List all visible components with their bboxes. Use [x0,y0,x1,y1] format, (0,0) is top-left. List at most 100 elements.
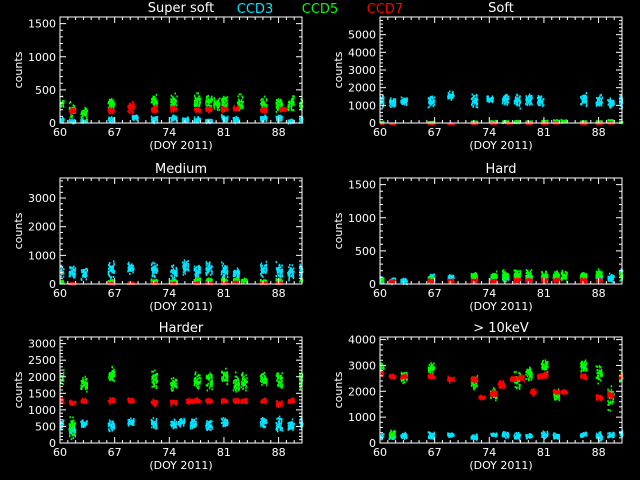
data-point-ccd3 [187,119,189,122]
data-point-ccd3 [599,96,601,99]
data-point-ccd3 [505,97,507,100]
data-point-ccd5 [266,106,268,109]
data-point-ccd5 [170,104,172,106]
data-point-ccd3 [265,272,267,275]
data-point-ccd3 [234,121,236,124]
data-point-ccd3 [390,106,392,108]
data-point-ccd5 [287,104,290,107]
data-point-ccd3 [471,93,473,96]
data-point-ccd5 [85,108,87,111]
data-point-ccd3 [207,119,209,122]
data-point-ccd7 [284,110,287,112]
data-point-ccd5 [221,101,223,104]
data-point-ccd3 [530,102,532,105]
data-point-ccd3 [391,103,393,106]
data-point-ccd3 [537,95,540,97]
data-point-ccd5 [261,104,263,107]
data-point-ccd3 [207,265,209,268]
data-point-ccd3 [263,117,266,120]
data-point-ccd3 [382,102,385,105]
data-point-ccd3 [111,118,114,120]
data-point-ccd7 [433,122,436,125]
data-point-ccd7 [198,110,200,113]
data-point-ccd5 [205,95,208,98]
data-point-ccd3 [154,269,156,272]
data-point-ccd3 [501,102,504,105]
data-point-ccd3 [195,120,198,123]
data-point-ccd3 [109,119,112,122]
data-point-ccd3 [611,102,613,105]
data-point-ccd5 [110,104,112,107]
data-point-ccd3 [287,273,290,276]
data-point-ccd3 [224,269,227,272]
data-point-ccd3 [221,114,223,116]
data-point-ccd3 [236,267,239,270]
data-point-ccd3 [261,267,264,270]
data-point-ccd7 [109,109,112,111]
data-point-ccd5 [198,95,201,98]
data-point-ccd3 [196,119,199,122]
data-point-ccd3 [155,265,157,268]
data-point-ccd3 [183,268,185,271]
data-point-ccd3 [289,270,292,272]
data-point-ccd5 [150,101,153,104]
data-point-ccd3 [279,119,281,122]
data-point-ccd3 [113,262,115,265]
data-point-ccd3 [609,99,611,102]
data-point-ccd3 [540,99,542,102]
data-point-ccd3 [183,263,185,266]
data-point-ccd3 [108,266,111,269]
data-point-ccd3 [619,95,622,98]
data-point-ccd5 [170,94,173,97]
data-point-ccd3 [84,276,86,278]
data-point-ccd7 [380,122,382,125]
data-point-ccd7 [221,106,223,108]
data-point-ccd5 [213,99,216,102]
data-point-ccd3 [171,277,174,280]
data-point-ccd5 [526,120,528,123]
data-point-ccd5 [154,99,157,102]
data-point-ccd5 [176,95,178,98]
data-point-ccd3 [62,270,64,273]
data-point-ccd5 [224,104,226,107]
data-point-ccd3 [113,263,115,266]
data-point-ccd7 [127,110,129,113]
data-point-ccd3 [108,118,110,121]
data-point-ccd7 [224,106,227,109]
data-point-ccd5 [194,105,196,107]
data-point-ccd3 [62,275,65,278]
data-point-ccd3 [430,102,432,105]
data-point-ccd7 [234,108,236,110]
data-point-ccd3 [73,276,75,279]
data-point-ccd5 [276,102,279,105]
data-point-ccd3 [71,273,73,276]
data-point-ccd5 [293,100,295,103]
data-point-ccd3 [280,119,282,122]
data-point-ccd3 [277,118,279,121]
data-point-ccd3 [403,97,405,100]
data-point-ccd3 [171,118,173,121]
data-point-ccd5 [290,108,293,111]
data-point-ccd3 [223,271,226,273]
data-point-ccd3 [260,270,263,273]
data-point-ccd3 [184,272,186,275]
data-point-ccd7 [153,109,155,112]
data-point-ccd3 [233,117,235,120]
data-point-ccd7 [112,109,114,112]
data-point-ccd3 [514,100,516,102]
data-point-ccd3 [536,96,539,99]
data-point-ccd3 [519,107,521,110]
data-point-ccd3 [515,93,518,96]
data-point-ccd5 [213,107,216,110]
data-point-ccd3 [595,101,598,104]
data-point-ccd3 [205,119,207,122]
data-point-ccd3 [280,266,282,269]
data-point-ccd5 [278,107,280,110]
data-point-ccd3 [196,272,198,274]
data-point-ccd3 [233,269,236,272]
data-point-ccd5 [173,101,176,104]
data-point-ccd3 [85,267,87,270]
data-point-ccd3 [432,97,434,100]
data-point-ccd5 [213,105,215,108]
data-point-ccd7 [133,106,135,109]
